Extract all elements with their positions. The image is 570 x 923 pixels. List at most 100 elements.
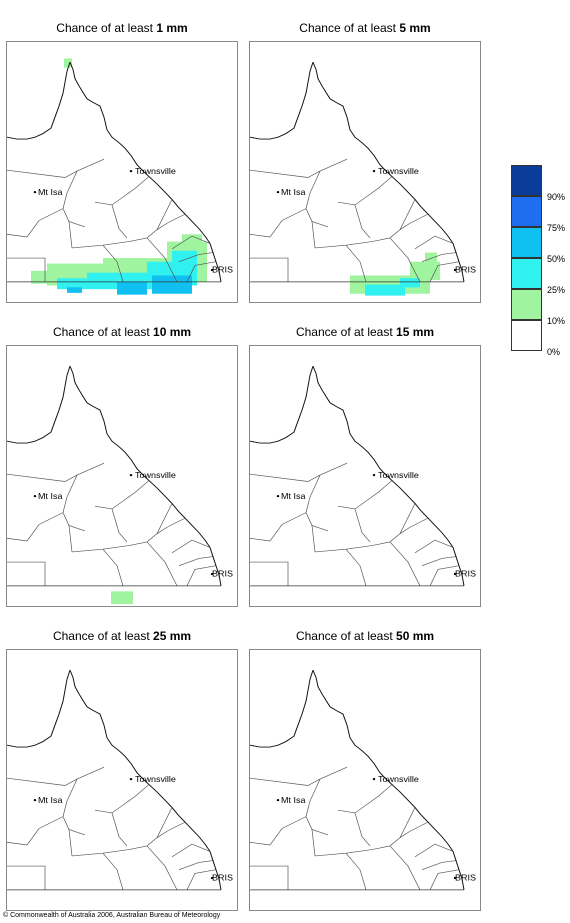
district-boundary (171, 843, 211, 858)
coastline (312, 61, 465, 282)
district-boundary (414, 539, 454, 554)
district-boundary (250, 257, 289, 282)
town-label-townsville: Townsville (378, 470, 419, 480)
rain-chance-map: Townsville Mt Isa BRIS (6, 649, 238, 911)
town-marker (453, 876, 457, 880)
district-boundary (7, 865, 46, 890)
district-boundary (166, 517, 186, 528)
district-boundary (314, 831, 411, 857)
town-label-mt_isa: Mt Isa (38, 187, 63, 197)
district-boundary (337, 176, 393, 206)
district-boundary (250, 766, 348, 786)
district-boundary (166, 213, 186, 224)
district-boundary (414, 843, 454, 858)
rain-probability-cell (57, 278, 87, 290)
district-boundary (156, 503, 173, 534)
district-boundary (146, 845, 178, 890)
town-marker (276, 799, 280, 802)
rain-chance-map: Townsville Mt Isa BRIS (249, 41, 481, 303)
district-boundary (311, 525, 316, 553)
district-boundary (281, 816, 307, 829)
legend-label-50: 50% (547, 254, 566, 264)
district-boundary (62, 170, 86, 228)
district-boundary (7, 766, 105, 786)
district-boundary (71, 527, 168, 553)
district-boundary (156, 199, 173, 230)
title-threshold: 25 mm (153, 629, 192, 643)
district-boundary (7, 524, 40, 542)
district-boundary (166, 821, 186, 832)
title-threshold: 10 mm (153, 325, 192, 339)
coastline (250, 62, 314, 140)
district-boundary (178, 556, 214, 567)
town-marker (276, 191, 280, 194)
legend-label-90: 90% (547, 192, 566, 202)
rain-probability-cell (117, 281, 147, 295)
district-boundary (250, 524, 283, 542)
town-label-brisbane: BRIS (212, 873, 233, 883)
legend-label-0: 0% (547, 347, 561, 357)
district-boundary (337, 784, 393, 814)
district-boundary (102, 245, 124, 282)
district-boundary (281, 512, 307, 525)
title-prefix: Chance of at least (295, 629, 397, 643)
rain-probability-cell (111, 591, 133, 605)
town-marker (210, 268, 214, 272)
copyright-footer: © Commonwealth of Australia 2006, Austra… (3, 912, 221, 919)
district-boundary (305, 170, 329, 228)
legend-label-10: 10% (547, 316, 566, 326)
district-boundary (186, 565, 217, 586)
district-boundary (345, 853, 367, 890)
panel-title: Chance of at least 1 mm (6, 19, 238, 37)
town-marker (210, 876, 214, 880)
district-boundary (171, 235, 211, 250)
district-boundary (409, 821, 429, 832)
district-boundary (250, 828, 283, 846)
district-boundary (68, 221, 73, 249)
district-boundary (102, 853, 124, 890)
town-label-brisbane: BRIS (212, 265, 233, 275)
legend-swatch-90 (511, 165, 542, 196)
district-boundary (337, 480, 393, 510)
title-prefix: Chance of at least (56, 21, 157, 35)
town-label-townsville: Townsville (135, 166, 176, 176)
district-boundary (421, 860, 457, 871)
town-label-mt_isa: Mt Isa (281, 491, 306, 501)
district-boundary (62, 778, 86, 836)
district-boundary (429, 565, 460, 586)
district-boundary (7, 257, 46, 282)
title-prefix: Chance of at least (299, 21, 400, 35)
town-label-townsville: Townsville (135, 470, 176, 480)
district-boundary (354, 508, 371, 543)
town-label-townsville: Townsville (378, 774, 419, 784)
district-boundary (399, 807, 416, 838)
district-boundary (71, 223, 168, 249)
district-boundary (250, 220, 283, 238)
legend-swatch-0 (511, 320, 542, 351)
district-boundary (171, 539, 211, 554)
coastline (7, 366, 71, 444)
district-boundary (186, 869, 217, 890)
title-prefix: Chance of at least (52, 325, 154, 339)
district-boundary (409, 517, 429, 528)
town-marker (276, 495, 280, 498)
town-marker (33, 495, 37, 498)
legend-swatch-75 (511, 196, 542, 227)
queensland-map: Townsville Mt Isa BRIS (250, 669, 476, 891)
rain-probability-cell (400, 278, 420, 288)
rain-probability-cell (152, 275, 192, 294)
district-boundary (178, 860, 214, 871)
rain-probability-cell (67, 287, 82, 293)
title-threshold: 1 mm (156, 21, 188, 35)
panel-title: Chance of at least 50 mm (249, 627, 481, 645)
district-boundary (68, 525, 73, 553)
district-boundary (250, 865, 289, 890)
district-boundary (38, 816, 64, 829)
rain-probability-cell (64, 58, 72, 68)
title-prefix: Chance of at least (52, 629, 154, 643)
district-boundary (111, 204, 128, 239)
rain-chance-map: Townsville Mt Isa BRIS (6, 345, 238, 607)
district-boundary (38, 208, 64, 221)
district-boundary (389, 845, 421, 890)
town-label-brisbane: BRIS (455, 569, 476, 579)
